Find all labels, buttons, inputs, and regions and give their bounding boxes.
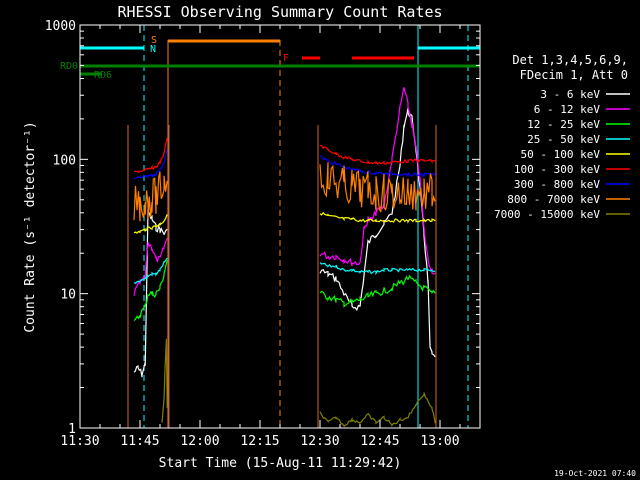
series-line-4-segment-0: [133, 214, 168, 234]
series-line-7-segment-0: [133, 171, 168, 222]
legend-label-5: 100 - 300 keV: [514, 163, 600, 176]
legend: Det 1,3,4,5,6,9, FDecim 1, Att 0 3 - 6 k…: [494, 53, 630, 221]
legend-label-4: 50 - 100 keV: [521, 148, 601, 161]
x-tick-label-1: 11:45: [120, 434, 159, 449]
axes: 11:30 11:45 12:00 12:15 12:30 12:45 13:00 1 10 10…: [45, 19, 481, 449]
legend-label-2: 12 - 25 keV: [527, 118, 600, 131]
x-tick-label-0: 11:30: [60, 434, 99, 449]
y-tick-label-2: 100: [53, 153, 76, 168]
series-line-0-segment-0: [133, 209, 168, 378]
series-line-3-segment-0: [133, 257, 168, 285]
x-tick-label-5: 12:45: [360, 434, 399, 449]
generation-timestamp: 19-Oct-2021 07:40: [554, 469, 636, 478]
series-line-8-segment-1: [319, 392, 436, 428]
series-line-7-segment-1: [319, 162, 436, 213]
plot-area: NS F RD0 RD6: [60, 25, 480, 428]
series-line-2-segment-0: [133, 259, 168, 322]
chart-title: RHESSI Observing Summary Count Rates: [117, 3, 442, 21]
series-line-1-segment-0: [133, 237, 168, 296]
x-tick-label-6: 13:00: [420, 434, 459, 449]
x-tick-label-3: 12:15: [240, 434, 279, 449]
series-line-8-segment-0: [161, 338, 168, 423]
flag-label-rd6: RD6: [94, 70, 112, 81]
y-axis-label: Count Rate (s⁻¹ detector⁻¹): [23, 121, 38, 332]
series-line-5-segment-1: [319, 144, 436, 165]
x-tick-label-4: 12:30: [300, 434, 339, 449]
flag-label-n: N: [150, 44, 156, 55]
flag-label-f: F: [283, 53, 289, 64]
series-line-6-segment-1: [319, 155, 436, 178]
series-line-6-segment-0: [133, 149, 168, 180]
legend-header-line-2: FDecim 1, Att 0: [520, 68, 628, 82]
y-tick-label-3: 1000: [45, 19, 76, 34]
legend-label-7: 800 - 7000 keV: [507, 193, 600, 206]
y-tick-label-1: 10: [60, 288, 76, 303]
legend-label-3: 25 - 50 keV: [527, 133, 600, 146]
series-line-3-segment-1: [319, 262, 436, 276]
y-tick-label-0: 1: [68, 422, 76, 437]
legend-header-line-1: Det 1,3,4,5,6,9,: [512, 53, 628, 67]
series-line-2-segment-1: [319, 274, 436, 308]
legend-label-1: 6 - 12 keV: [534, 103, 601, 116]
x-tick-label-2: 12:00: [180, 434, 219, 449]
series-line-4-segment-1: [319, 211, 436, 224]
legend-label-6: 300 - 800 keV: [514, 178, 600, 191]
series-line-5-segment-0: [133, 137, 168, 174]
x-axis-label: Start Time (15-Aug-11 11:29:42): [159, 456, 402, 471]
legend-label-0: 3 - 6 keV: [540, 88, 600, 101]
flag-label-rd0: RD0: [60, 61, 78, 72]
series-line-0-segment-1: [319, 107, 436, 358]
legend-label-8: 7000 - 15000 keV: [494, 208, 600, 221]
flag-label-s: S: [151, 35, 157, 46]
